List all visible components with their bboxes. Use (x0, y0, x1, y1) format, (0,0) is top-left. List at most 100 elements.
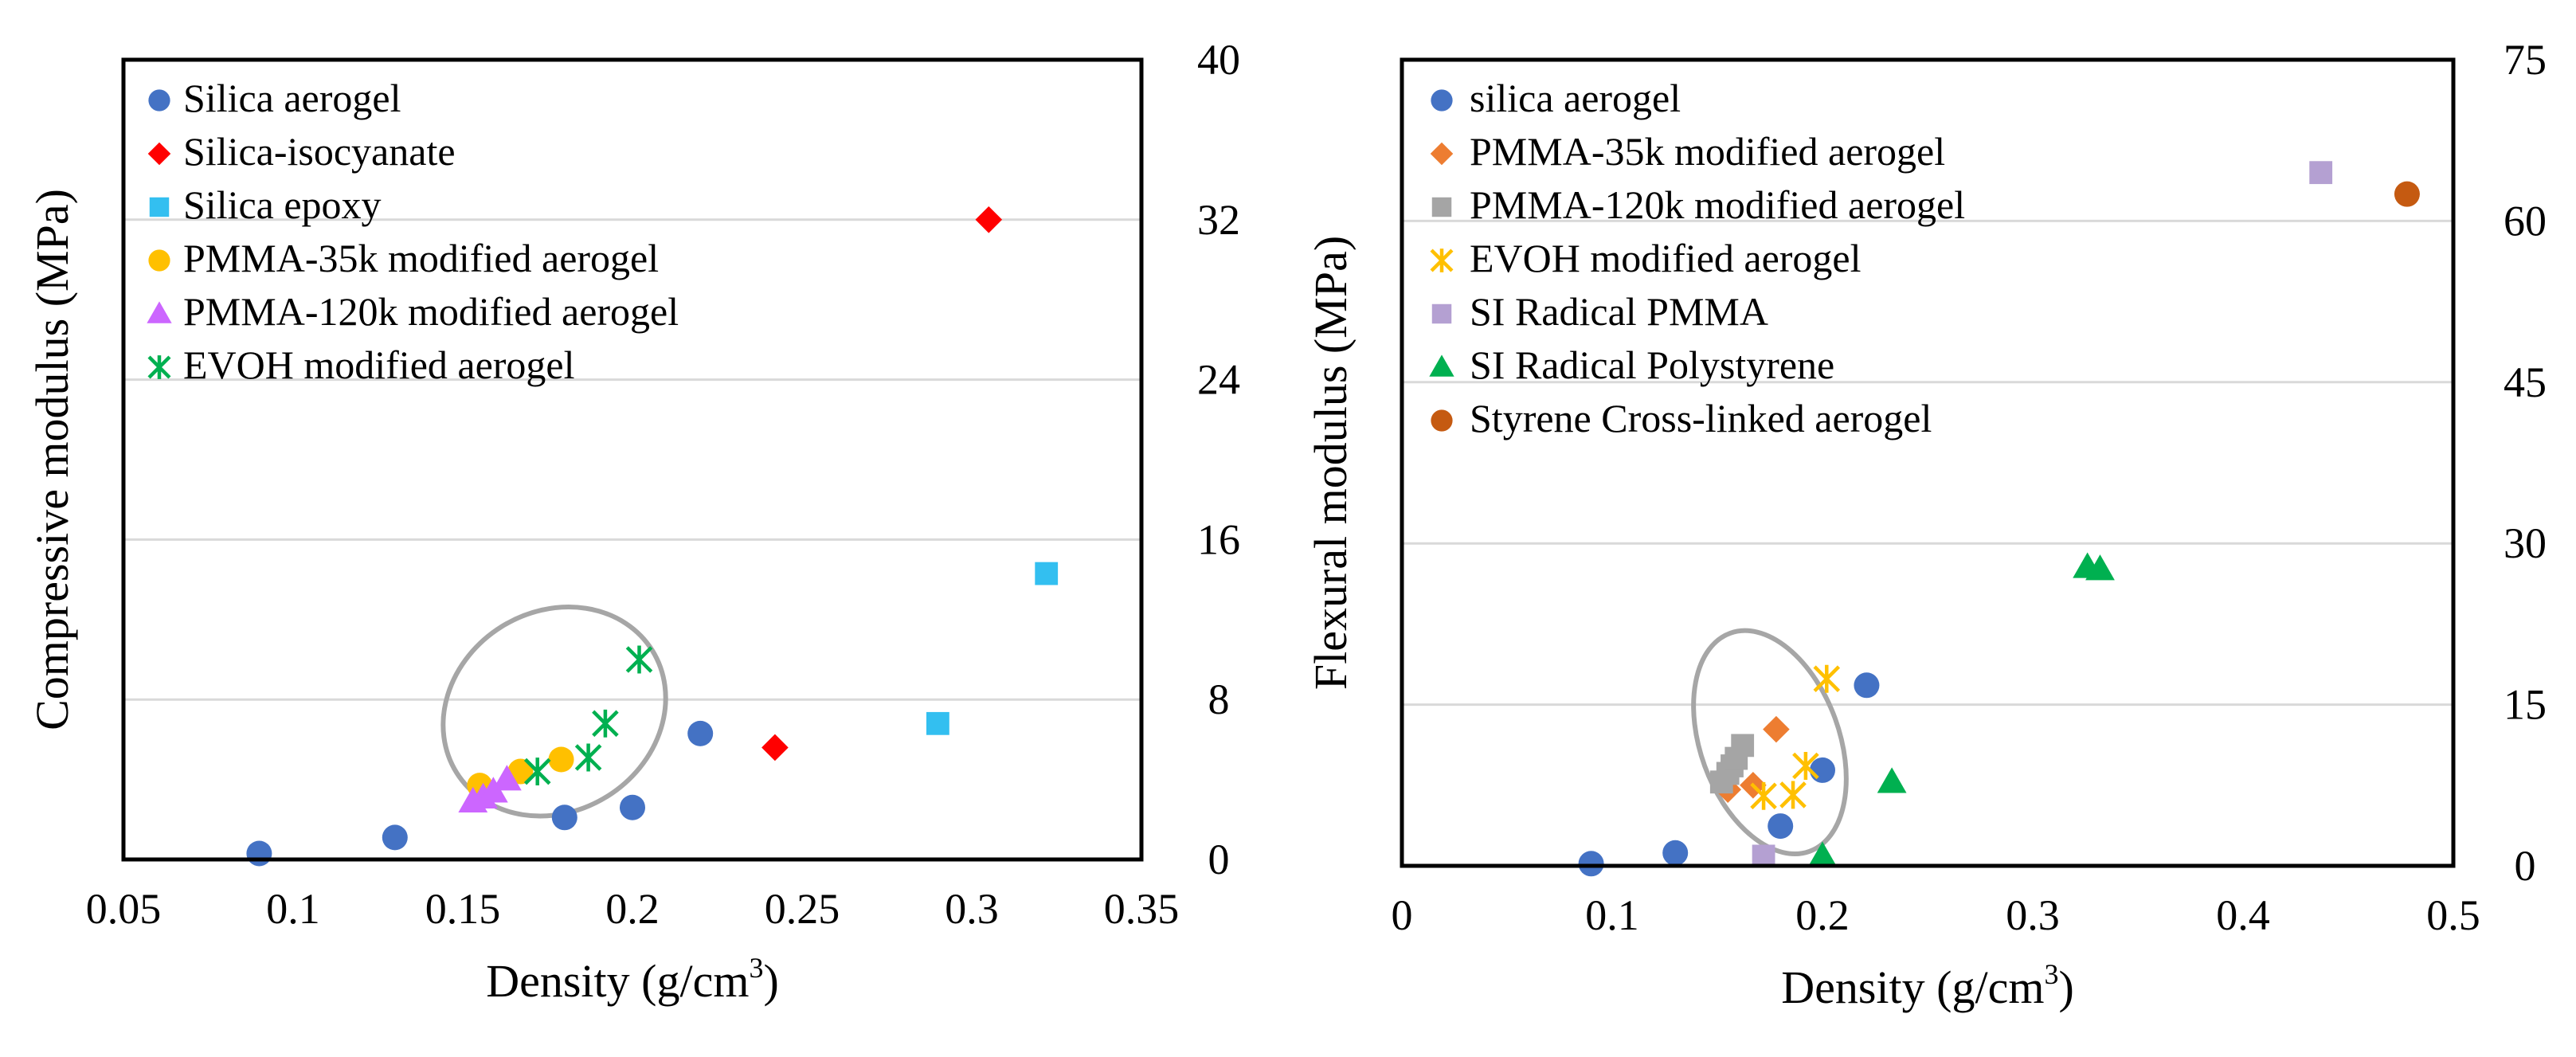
data-point-silica-aerogel (1578, 851, 1604, 877)
x-tick-label: 0.2 (1795, 891, 1850, 939)
series-pmma-120k-modified-aerogel (458, 765, 522, 813)
plot-frame (121, 57, 1144, 862)
legend-label-silica-epoxy: Silica epoxy (183, 182, 382, 227)
highlight-ellipse (440, 605, 668, 819)
data-point-silica-aerogel (620, 794, 645, 820)
x-tick-label: 0.15 (425, 885, 501, 933)
data-point-silica-epoxy (1035, 562, 1059, 585)
x-tick-label: 0.1 (1585, 891, 1639, 939)
data-point-evoh-modified-aerogel (1792, 752, 1819, 780)
data-point-evoh-modified-aerogel (592, 709, 619, 738)
data-point-si-radical-pmma (1752, 844, 1775, 868)
y-tick-label: 60 (2504, 197, 2547, 245)
x-tick-label: 0.5 (2426, 891, 2480, 939)
legend-marker-pmma-35k-modified-aerogel (1430, 142, 1454, 166)
data-point-silica-aerogel (246, 840, 272, 867)
flexural-modulus-chart: 0 0.1 0.2 0.3 0.4 0.5 0 15 30 45 60 75 Density (g/cm… (1305, 36, 2547, 1013)
legend-label-silica-aerogel: Silica aerogel (183, 76, 401, 120)
data-point-silica-epoxy (926, 711, 949, 735)
y-tick-label: 15 (2504, 681, 2547, 729)
legend: silica aerogel PMMA-35k modified aerogel P… (1429, 76, 1965, 440)
x-tick-label: 0 (1392, 891, 1413, 939)
x-axis-title: Density (g/cm3) (486, 952, 779, 1007)
legend-marker-silica-aerogel (1431, 89, 1453, 112)
legend-marker-si-radical-polystyrene (1429, 354, 1454, 377)
data-point-evoh-modified-aerogel (1750, 781, 1777, 810)
series-si-radical-polystyrene (1807, 552, 2115, 867)
x-axis-title-main: Density (g/cm (1781, 961, 2044, 1013)
x-axis-title-main: Density (g/cm (486, 955, 749, 1007)
legend-label-silica-isocyanate: Silica-isocyanate (183, 129, 456, 174)
compressive-modulus-chart: 0.05 0.1 0.15 0.2 0.25 0.3 0.35 0 8 16 24 32 40 Densi… (26, 36, 1240, 1007)
data-point-si-radical-polystyrene (1877, 767, 1907, 793)
legend-marker-silica-isocyanate (147, 142, 171, 166)
series-pmma-120k-modified-aerogel (1709, 734, 1755, 794)
legend-marker-silica-epoxy (149, 197, 170, 217)
y-axis-title: Compressive modulus (MPa) (26, 189, 78, 730)
legend-label-evoh-modified-aerogel: EVOH modified aerogel (1470, 236, 1862, 280)
series-silica-isocyanate (761, 206, 1003, 761)
data-point-pmma-120k-modified-aerogel (1731, 734, 1755, 758)
data-point-silica-aerogel (1768, 813, 1794, 840)
legend-label-si-radical-polystyrene: SI Radical Polystyrene (1470, 343, 1834, 387)
legend-marker-styrene-cross-linked-aerogel (1431, 409, 1453, 432)
y-tick-label: 16 (1197, 515, 1240, 563)
series-styrene-cross-linked-aerogel (2394, 181, 2420, 207)
data-point-evoh-modified-aerogel (1779, 781, 1807, 809)
data-point-evoh-modified-aerogel (523, 758, 551, 786)
y-tick-label: 0 (1208, 836, 1230, 883)
series-si-radical-pmma (1752, 161, 2333, 868)
data-point-silica-isocyanate (761, 734, 789, 761)
y-axis-title: Flexural modulus (MPa) (1305, 236, 1357, 690)
data-point-evoh-modified-aerogel (574, 743, 602, 772)
data-point-silica-aerogel (382, 824, 408, 851)
data-point-silica-aerogel (1854, 672, 1880, 699)
legend-marker-pmma-35k-modified-aerogel (148, 249, 170, 272)
x-tick-label: 0.35 (1104, 885, 1180, 933)
x-axis-title: Density (g/cm3) (1781, 958, 2074, 1013)
legend-label-pmma-35k-modified-aerogel: PMMA-35k modified aerogel (1470, 129, 1945, 174)
data-point-evoh-modified-aerogel (625, 645, 653, 674)
data-point-silica-isocyanate (975, 206, 1003, 233)
y-tick-label: 32 (1197, 196, 1240, 244)
legend-label-silica-aerogel: silica aerogel (1470, 76, 1681, 120)
x-tick-label: 0.05 (86, 885, 162, 933)
data-point-si-radical-polystyrene (2085, 554, 2115, 581)
data-point-evoh-modified-aerogel (1813, 664, 1841, 693)
y-tick-label: 24 (1197, 356, 1240, 404)
legend-marker-evoh-modified-aerogel (1430, 249, 1454, 272)
legend-label-styrene-cross-linked-aerogel: Styrene Cross-linked aerogel (1470, 396, 1932, 440)
data-point-silica-aerogel (551, 804, 577, 831)
plot-frame (1400, 57, 2456, 868)
x-tick-label: 0.4 (2216, 891, 2270, 939)
data-point-pmma-35k-modified-aerogel (548, 746, 574, 773)
x-tick-label: 0.3 (2006, 891, 2060, 939)
data-point-silica-aerogel (687, 720, 714, 746)
x-axis-title-close: ) (763, 955, 778, 1007)
series-evoh-modified-aerogel (523, 645, 653, 786)
x-tick-label: 0.3 (945, 885, 999, 933)
series-silica-epoxy (926, 562, 1059, 735)
data-point-pmma-120k-modified-aerogel (491, 765, 522, 791)
y-tick-label: 30 (2504, 519, 2547, 567)
data-point-silica-aerogel (1810, 757, 1835, 783)
legend-label-si-radical-pmma: SI Radical PMMA (1470, 289, 1768, 334)
x-tick-label: 0.25 (765, 885, 840, 933)
legend: Silica aerogel Silica-isocyanate Silica ep… (147, 76, 679, 387)
x-axis-title-superscript: 3 (2044, 958, 2058, 990)
x-axis-title-close: ) (2058, 961, 2073, 1013)
y-tick-label: 0 (2515, 842, 2536, 890)
data-point-pmma-35k-modified-aerogel (1763, 715, 1790, 743)
series-silica-aerogel (246, 720, 714, 867)
legend-label-pmma-120k-modified-aerogel: PMMA-120k modified aerogel (1470, 182, 1965, 227)
legend-marker-pmma-120k-modified-aerogel (147, 301, 172, 323)
legend-marker-si-radical-pmma (1431, 303, 1452, 324)
data-point-styrene-cross-linked-aerogel (2394, 181, 2420, 207)
legend-marker-silica-aerogel (148, 89, 170, 112)
data-point-si-radical-polystyrene (1807, 841, 1838, 867)
data-point-silica-aerogel (1662, 840, 1689, 866)
x-tick-label: 0.1 (266, 885, 320, 933)
x-tick-label: 0.2 (605, 885, 660, 933)
y-tick-label: 40 (1197, 36, 1240, 84)
